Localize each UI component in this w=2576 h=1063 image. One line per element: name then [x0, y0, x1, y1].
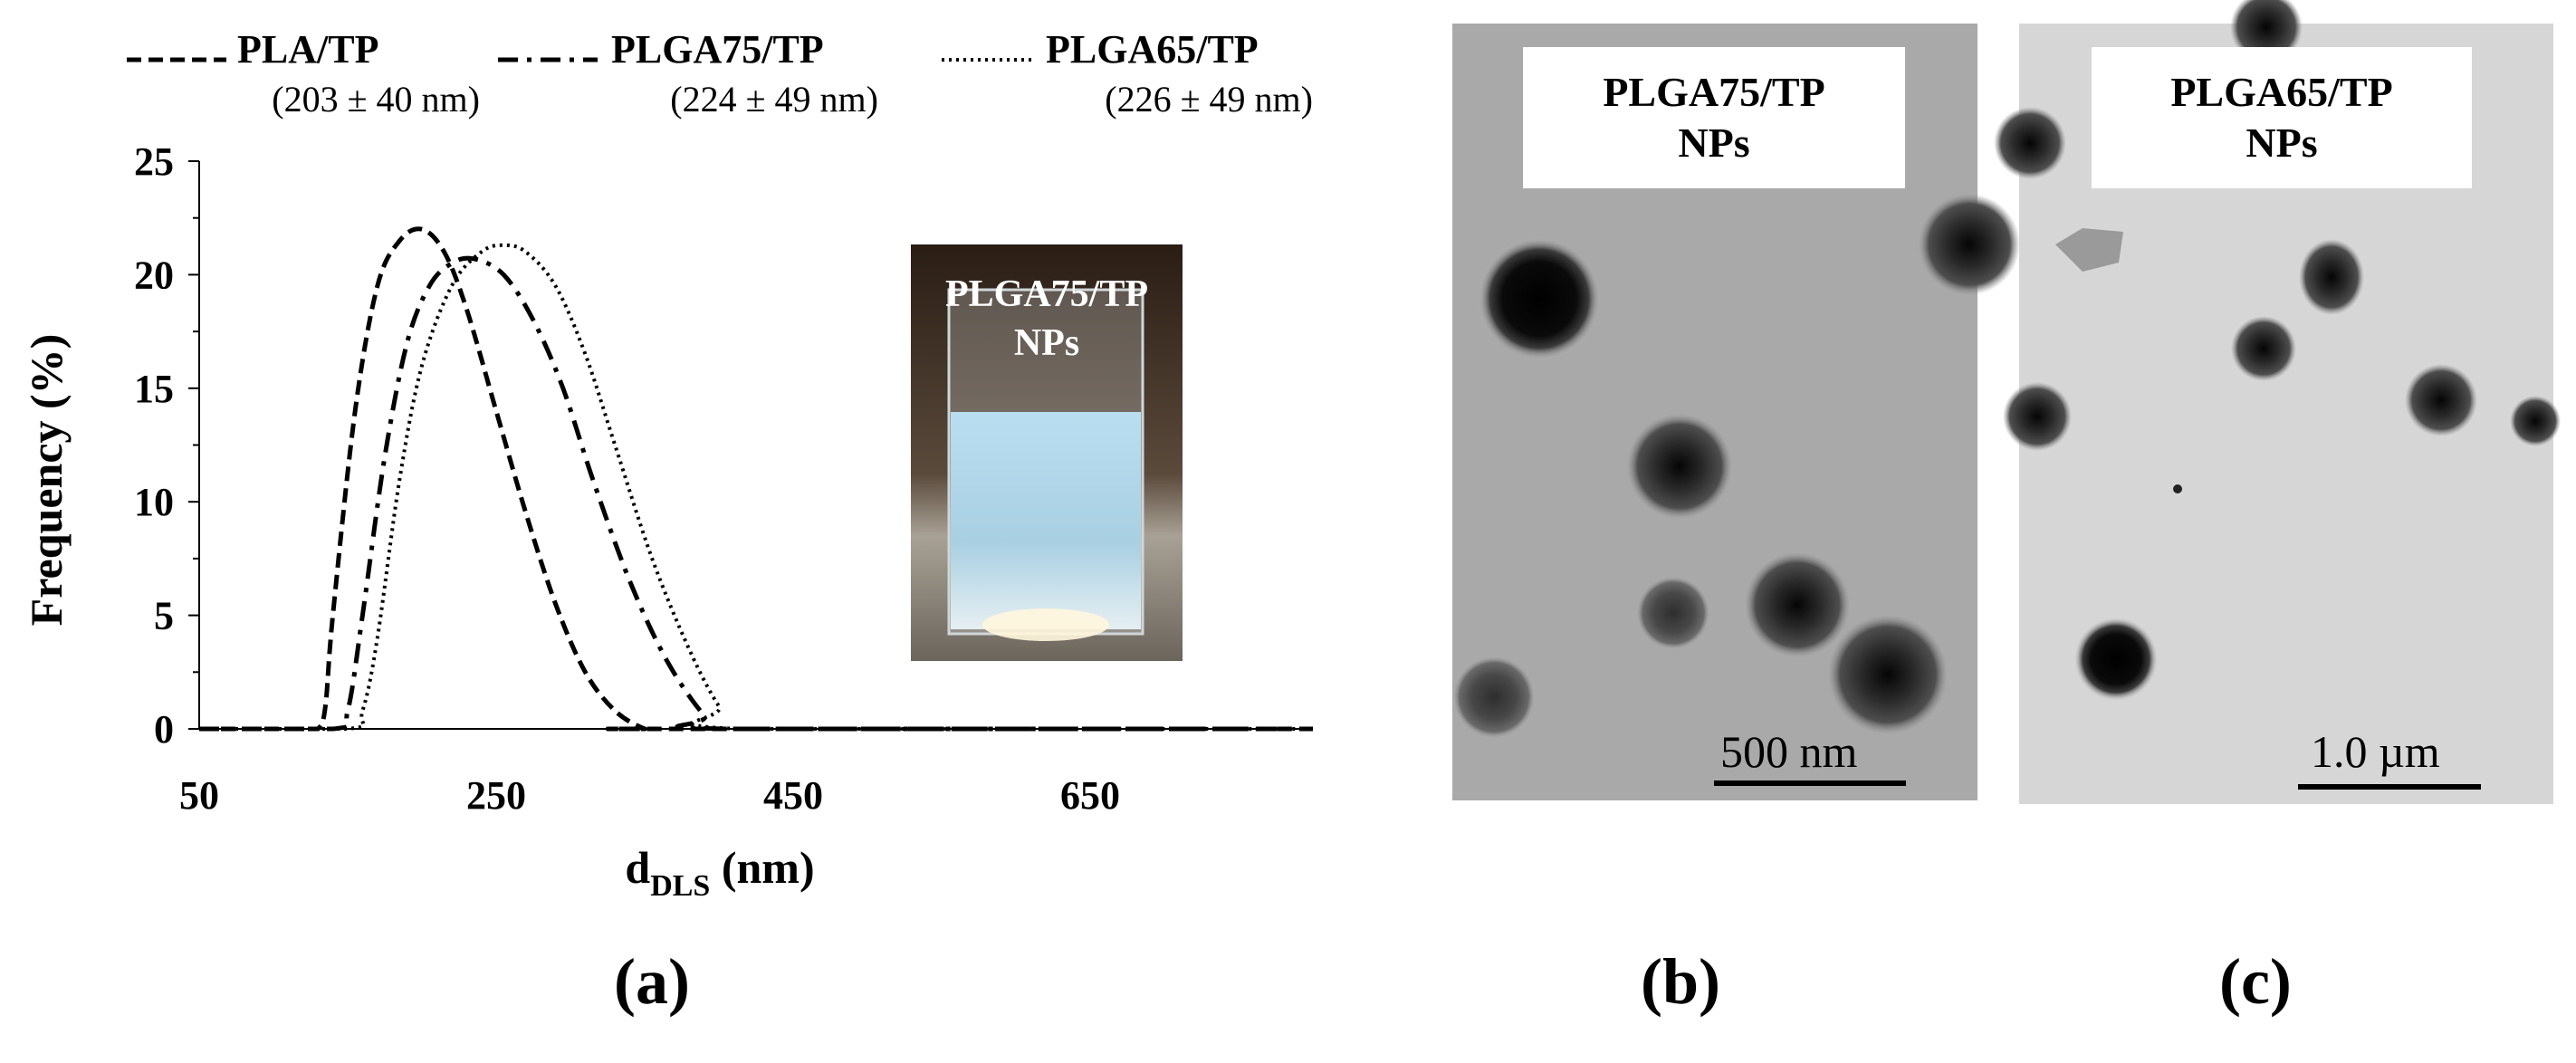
legend-stat: (203 ± 40 nm): [272, 79, 480, 120]
series-line-plga75-tp: [199, 255, 1313, 732]
series-layer: [199, 226, 1313, 732]
inset-label-line2: NPs: [1014, 322, 1079, 364]
inset-label-line1: PLGA75/TP: [945, 273, 1148, 315]
x-axis-ticks: 50 250 450 650: [179, 773, 1120, 818]
panel-label-a: (a): [614, 945, 690, 1018]
tem-c-label-line2: NPs: [2246, 120, 2318, 166]
nanoparticle: [1919, 194, 2020, 295]
vial-light-glow: [982, 608, 1109, 641]
tem-c-scale-label: 1.0 µm: [2311, 726, 2440, 777]
x-axis-label-sub: DLS: [650, 869, 710, 903]
y-tick-label: 15: [134, 367, 174, 411]
inset-vial-photo: PLGA75/TP NPs: [911, 244, 1183, 661]
tem-c-scale-bar: [2298, 784, 2481, 790]
x-axis-label: dDLS (nm): [625, 842, 814, 903]
y-tick-label: 25: [134, 139, 174, 184]
nanoparticle: [1828, 615, 1948, 734]
tem-b-label-line2: NPs: [1678, 120, 1750, 166]
nanoparticle: [2003, 382, 2072, 451]
x-axis-label-main: d: [625, 842, 650, 893]
legend-name: PLA/TP: [237, 27, 379, 72]
panel-label-b: (b): [1641, 945, 1720, 1018]
nanoparticle: [1453, 656, 1535, 738]
tem-c-label: PLGA65/TP NPs: [2092, 47, 2472, 188]
y-tick-label: 20: [134, 253, 174, 297]
x-tick-label: 50: [179, 773, 219, 818]
nanoparticle: [1637, 577, 1709, 649]
dls-chart: 0 5 10 15 20 25 50 250 450 650 Frequency (%) dDL…: [21, 139, 1313, 903]
nanoparticle: [2231, 316, 2296, 381]
nanoparticle: [1478, 237, 1601, 360]
y-tick-label: 10: [134, 480, 174, 524]
y-tick-label: 0: [154, 707, 174, 752]
series-line-plga65-tp: [199, 243, 1313, 732]
legend-name: PLGA65/TP: [1046, 27, 1259, 72]
tem-b-label-line1: PLGA75/TP: [1603, 69, 1825, 115]
legend-name: PLGA75/TP: [611, 27, 824, 72]
nanoparticle: [1994, 107, 2066, 179]
y-tick-label: 5: [154, 594, 174, 638]
legend-entry-pla-tp: PLA/TP (203 ± 40 nm): [127, 27, 480, 145]
tem-b-scale-bar: [1714, 780, 1906, 786]
nanoparticle: [2510, 396, 2561, 446]
legend-stat: (226 ± 49 nm): [1105, 79, 1313, 120]
debris-speck: [2173, 484, 2182, 493]
legend-entry-plga65-tp: PLGA65/TP (226 ± 49 nm): [942, 27, 1313, 145]
x-tick-label: 650: [1060, 773, 1120, 818]
debris-flake: [2055, 228, 2123, 272]
y-axis-label: Frequency (%): [21, 334, 72, 627]
series-line-pla-tp: [199, 226, 1313, 732]
nanoparticle: [1745, 552, 1850, 657]
panel-label-c: (c): [2219, 945, 2292, 1018]
nanoparticle: [2074, 618, 2158, 701]
vial-liquid: [951, 412, 1141, 629]
nanoparticle: [2299, 239, 2364, 315]
tem-b-scale-label: 500 nm: [1720, 726, 1858, 777]
nanoparticle: [1627, 414, 1732, 519]
tem-b-label: PLGA75/TP NPs: [1523, 47, 1905, 188]
x-tick-label: 250: [466, 773, 526, 818]
x-tick-label: 450: [763, 773, 823, 818]
tem-c-label-line1: PLGA65/TP: [2170, 69, 2393, 115]
legend-entry-plga75-tp: PLGA75/TP (224 ± 49 nm): [498, 27, 878, 145]
x-axis-label-unit: (nm): [710, 842, 814, 893]
legend-stat: (224 ± 49 nm): [670, 79, 878, 120]
y-axis-ticks: 0 5 10 15 20 25: [134, 139, 199, 752]
nanoparticle: [2405, 364, 2477, 436]
